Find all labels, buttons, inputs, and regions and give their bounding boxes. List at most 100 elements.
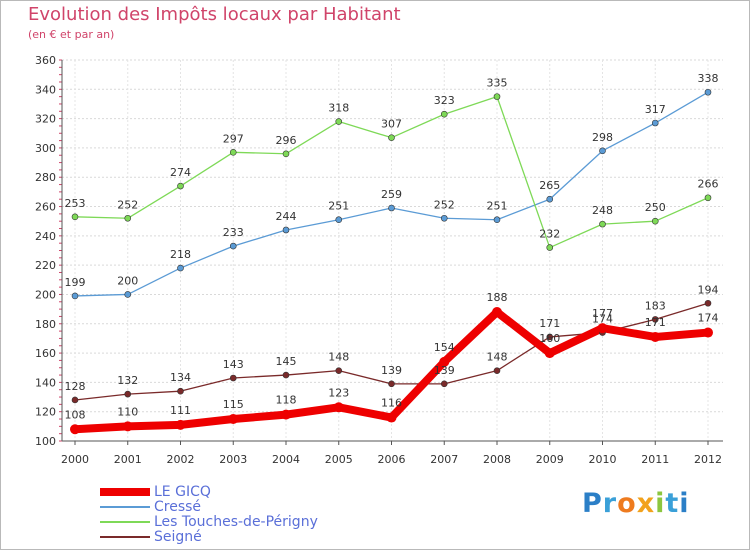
logo-letter: t xyxy=(665,488,680,519)
x-tick-label: 2005 xyxy=(325,453,353,466)
data-point xyxy=(599,220,606,228)
data-point xyxy=(177,182,184,190)
x-tick-label: 2010 xyxy=(589,453,617,466)
data-point xyxy=(493,216,501,224)
data-label: 171 xyxy=(645,316,666,329)
data-point xyxy=(124,214,132,222)
data-label: 115 xyxy=(223,398,244,411)
legend-label: Seigné xyxy=(154,529,202,545)
data-label: 248 xyxy=(592,204,613,217)
data-point xyxy=(177,387,184,395)
x-tick-label: 2012 xyxy=(694,453,722,466)
data-point xyxy=(175,419,186,430)
y-tick-label: 120 xyxy=(35,406,56,419)
data-point xyxy=(493,367,501,374)
data-point xyxy=(122,421,133,432)
data-label: 154 xyxy=(434,341,455,354)
data-point xyxy=(493,93,501,100)
data-point xyxy=(70,424,80,435)
data-label: 265 xyxy=(539,179,560,192)
data-point xyxy=(229,242,237,250)
x-tick-label: 2008 xyxy=(483,453,511,466)
proxiti-logo: Proxiti xyxy=(582,488,690,519)
plot-area xyxy=(62,60,723,441)
data-point xyxy=(439,356,450,367)
data-point xyxy=(281,409,291,420)
x-tick-label: 2006 xyxy=(378,453,406,466)
data-label: 183 xyxy=(645,299,666,312)
data-label: 298 xyxy=(592,131,613,144)
x-tick-label: 2011 xyxy=(641,453,669,466)
data-point xyxy=(704,299,712,307)
data-label: 335 xyxy=(487,77,508,90)
logo-letter: i xyxy=(679,488,690,519)
data-point xyxy=(651,316,659,323)
data-label: 145 xyxy=(276,355,297,368)
data-label: 274 xyxy=(170,166,191,179)
data-point xyxy=(282,150,290,158)
data-point xyxy=(228,414,239,425)
y-tick-label: 160 xyxy=(35,347,56,360)
data-label: 139 xyxy=(434,364,455,377)
data-point xyxy=(335,367,343,374)
data-label: 174 xyxy=(592,313,613,326)
data-label: 108 xyxy=(65,408,86,421)
chart-title: Evolution des Impôts locaux par Habitant xyxy=(28,4,401,25)
data-label: 134 xyxy=(170,371,191,384)
x-tick-label: 2007 xyxy=(430,453,458,466)
data-label: 253 xyxy=(65,197,86,210)
legend-item: Les Touches-de-Périgny xyxy=(100,514,400,530)
data-point xyxy=(71,213,79,221)
legend-swatch xyxy=(100,536,150,538)
legend-swatch xyxy=(100,521,150,523)
data-label: 174 xyxy=(698,312,719,325)
legend-swatch xyxy=(100,488,150,496)
logo-letter: r xyxy=(602,488,618,519)
y-tick-label: 220 xyxy=(35,259,56,272)
data-label: 171 xyxy=(539,317,560,330)
y-tick-label: 360 xyxy=(35,54,56,67)
y-tick-label: 260 xyxy=(35,201,56,214)
data-label: 160 xyxy=(539,332,560,345)
data-point xyxy=(335,216,343,224)
data-label: 188 xyxy=(487,291,508,304)
data-label: 177 xyxy=(592,307,613,320)
y-tick-label: 100 xyxy=(35,435,56,448)
data-label: 148 xyxy=(328,351,349,364)
data-label: 323 xyxy=(434,94,455,107)
x-tick-label: 2002 xyxy=(167,453,195,466)
data-point xyxy=(124,390,132,398)
data-point xyxy=(388,134,395,141)
data-point xyxy=(546,195,554,203)
data-label: 118 xyxy=(276,394,297,407)
data-label: 296 xyxy=(276,134,297,147)
data-label: 297 xyxy=(223,132,244,145)
legend-swatch xyxy=(100,506,150,508)
x-tick-label: 2001 xyxy=(114,453,142,466)
data-point xyxy=(229,149,237,156)
data-point xyxy=(597,323,608,334)
x-tick-label: 2009 xyxy=(536,453,564,466)
data-label: 251 xyxy=(328,200,349,213)
x-tick-label: 2003 xyxy=(219,453,247,466)
data-point xyxy=(282,226,290,234)
legend-item: Cressé xyxy=(100,499,400,515)
data-point xyxy=(386,412,397,423)
data-point xyxy=(71,396,79,404)
data-point xyxy=(388,204,395,212)
y-tick-label: 180 xyxy=(35,318,56,331)
data-point xyxy=(335,118,343,125)
legend-label: LE GICQ xyxy=(154,484,211,500)
data-point xyxy=(440,380,448,388)
data-label: 128 xyxy=(65,380,86,393)
data-label: 143 xyxy=(223,358,244,371)
logo-letter: P xyxy=(582,488,603,519)
data-point xyxy=(650,331,661,342)
x-tick-label: 2004 xyxy=(272,453,300,466)
y-tick-label: 320 xyxy=(35,113,56,126)
legend-item: LE GICQ xyxy=(100,484,400,500)
data-point xyxy=(703,327,713,338)
data-label: 199 xyxy=(65,276,86,289)
data-label: 244 xyxy=(276,210,297,223)
data-point xyxy=(546,244,554,251)
